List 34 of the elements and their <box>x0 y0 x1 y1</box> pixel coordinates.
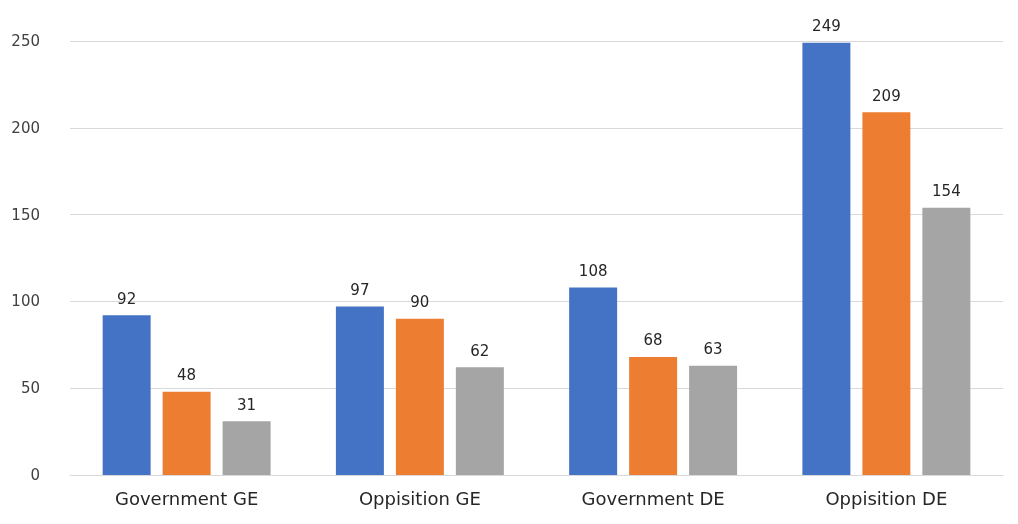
data-label: 249 <box>812 17 841 36</box>
y-tick-label: 250 <box>11 32 40 50</box>
data-label: 92 <box>117 289 137 308</box>
y-tick-label: 200 <box>11 118 40 137</box>
bar <box>395 318 444 475</box>
bar <box>802 42 851 475</box>
data-label: 154 <box>932 182 961 201</box>
bar <box>569 287 618 475</box>
bar <box>862 112 911 475</box>
bar <box>222 421 271 475</box>
x-tick-label: Government DE <box>581 487 725 509</box>
x-tick-label: Oppisition DE <box>825 487 948 509</box>
data-label: 108 <box>578 262 608 281</box>
bar <box>689 365 738 475</box>
bar <box>629 356 678 475</box>
data-label: 209 <box>872 86 901 105</box>
data-label: 97 <box>350 281 370 300</box>
data-label: 62 <box>470 341 490 360</box>
x-tick-label: Oppisition GE <box>358 487 481 509</box>
data-label: 68 <box>643 331 663 350</box>
bar <box>922 207 971 475</box>
x-tick-label: Government GE <box>114 487 259 509</box>
data-label: 31 <box>237 395 257 414</box>
data-label: 90 <box>410 293 430 312</box>
data-label: 63 <box>703 340 723 359</box>
data-label: 48 <box>177 366 197 385</box>
y-tick-label: 0 <box>30 466 40 484</box>
y-tick-label: 100 <box>11 292 40 311</box>
bar <box>102 315 151 475</box>
bar <box>162 391 211 475</box>
bar <box>335 306 384 475</box>
y-tick-label: 50 <box>20 379 40 398</box>
bar <box>455 367 504 475</box>
y-tick-label: 150 <box>11 205 40 224</box>
